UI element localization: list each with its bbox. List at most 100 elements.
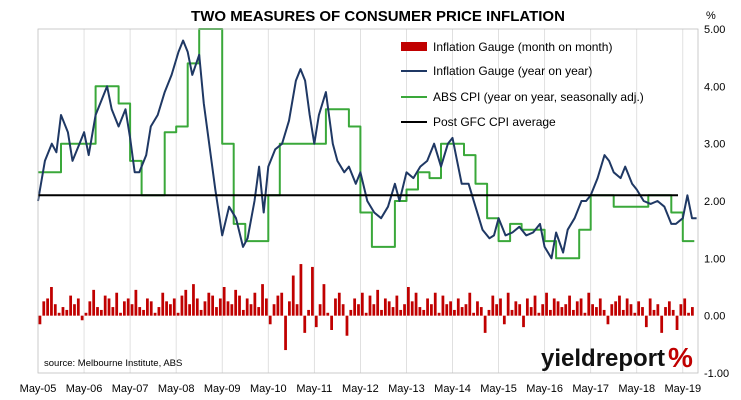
mom-bar: [537, 312, 541, 316]
source-note: source: Melbourne Institute, ABS: [44, 358, 182, 369]
mom-bar: [192, 284, 195, 316]
abs-cpi-line: [38, 28, 695, 260]
x-tick-label: May-18: [618, 383, 655, 395]
mom-bar: [468, 292, 472, 316]
y-tick-label: 5.00: [704, 24, 725, 36]
mom-bar: [433, 292, 437, 316]
legend-label-yoy: Inflation Gauge (year on year): [433, 64, 592, 78]
mom-bar: [322, 284, 326, 316]
y-tick-label: 3.00: [704, 139, 725, 151]
mom-bar: [587, 292, 591, 316]
mom-bar: [88, 301, 92, 316]
x-axis: May-05 May-06 May-07 May-08 May-09 May-10 May-…: [20, 383, 701, 395]
x-tick-label: May-15: [480, 383, 517, 395]
legend-label-mom: Inflation Gauge (month on month): [433, 40, 612, 54]
x-tick-label: May-12: [342, 383, 379, 395]
mom-bar: [195, 298, 199, 316]
mom-bar: [499, 298, 502, 316]
grid-lines: [83, 29, 684, 373]
mom-bar: [103, 295, 107, 316]
mom-bar: [472, 312, 476, 316]
x-tick-label: May-10: [250, 383, 287, 395]
mom-bar: [641, 307, 644, 316]
mom-bar: [395, 295, 399, 316]
y-tick-label: 1.00: [704, 253, 725, 265]
mom-bar: [483, 315, 487, 333]
mom-bar: [211, 295, 215, 316]
mom-bar: [149, 301, 153, 316]
mom-bar: [238, 295, 241, 316]
mom-bar: [357, 304, 360, 316]
mom-bar: [280, 292, 284, 316]
mom-bar: [345, 315, 349, 336]
mom-bar: [142, 309, 145, 316]
brand-name: yieldreport: [541, 345, 665, 372]
mom-bar: [418, 307, 422, 316]
legend: Inflation Gauge (month on month) Inflati…: [401, 40, 644, 129]
mom-bar: [107, 298, 111, 316]
mom-bar: [414, 292, 418, 316]
mom-bar: [215, 307, 218, 316]
mom-bar: [491, 295, 495, 316]
mom-bar: [691, 307, 694, 316]
x-tick-label: May-08: [158, 383, 195, 395]
mom-bar: [579, 298, 583, 316]
mom-bar: [153, 312, 157, 316]
mom-bar: [311, 266, 314, 316]
x-tick-label: May-13: [388, 383, 425, 395]
x-tick-label: May-16: [526, 383, 563, 395]
mom-bar: [96, 307, 99, 316]
mom-bar: [502, 315, 506, 325]
mom-bar: [119, 312, 122, 316]
x-tick-label: May-17: [572, 383, 609, 395]
mom-bar: [456, 298, 460, 316]
mom-bar: [460, 307, 464, 316]
mom-bar: [383, 298, 387, 316]
mom-bar: [621, 309, 625, 316]
mom-bar: [595, 307, 598, 316]
mom-bar: [353, 298, 357, 316]
mom-bar: [334, 298, 337, 316]
mom-bar: [303, 315, 307, 333]
mom-bar: [403, 304, 406, 316]
mom-bar: [476, 301, 479, 316]
mom-bar: [387, 301, 391, 316]
mom-bar: [529, 307, 533, 316]
mom-bar: [368, 295, 372, 316]
mom-bar: [172, 298, 176, 316]
mom-bar: [92, 289, 96, 316]
mom-bar: [372, 304, 376, 316]
mom-bar: [533, 295, 537, 316]
mom-bar: [360, 292, 364, 316]
mom-bar: [199, 309, 203, 316]
mom-bar: [264, 298, 268, 316]
mom-bar: [268, 315, 272, 325]
mom-bar: [687, 312, 690, 316]
mom-bar: [291, 275, 295, 316]
mom-bar: [188, 304, 191, 316]
mom-bar: [487, 309, 491, 316]
mom-bar: [218, 298, 222, 316]
mom-bar: [522, 315, 525, 328]
legend-label-avg: Post GFC CPI average: [433, 115, 556, 129]
mom-bar: [326, 312, 330, 316]
mom-bar: [234, 289, 238, 316]
mom-bar: [560, 307, 564, 316]
mom-bars: [38, 264, 694, 351]
mom-bar: [161, 292, 165, 316]
mom-bar: [422, 309, 426, 316]
mom-bar: [288, 301, 291, 316]
inflation-gauge-yoy-line: [37, 39, 697, 260]
mom-bar: [679, 304, 683, 316]
mom-bar: [441, 295, 445, 316]
mom-bar: [625, 298, 629, 316]
mom-bar: [230, 304, 234, 316]
mom-bar: [222, 287, 226, 316]
mom-bar: [61, 307, 65, 316]
mom-bar: [683, 298, 687, 316]
y-tick-label: -1.00: [704, 368, 729, 380]
mom-bar: [169, 304, 172, 316]
mom-bar: [583, 312, 587, 316]
mom-bar: [307, 309, 310, 316]
mom-bar: [406, 287, 410, 316]
